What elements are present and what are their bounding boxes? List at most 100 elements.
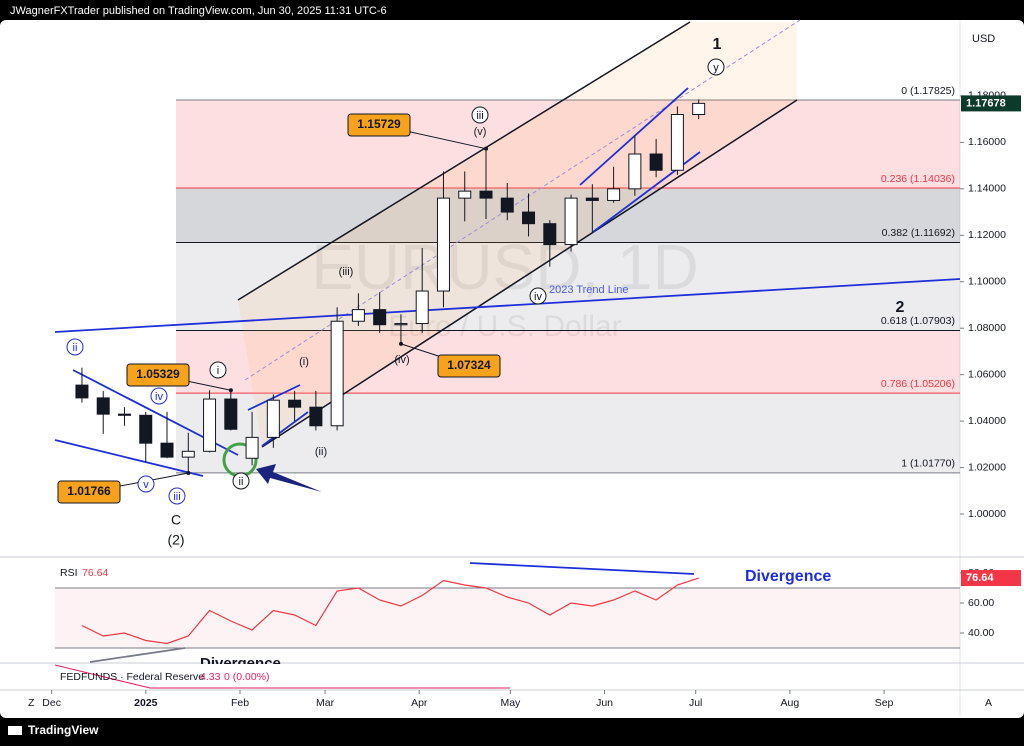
y-tick-label: 1.12000 (968, 229, 1006, 241)
y-tick-label: 1.14000 (968, 183, 1006, 195)
fib-label: 0.786 (1.05206) (881, 378, 955, 390)
pane-cover (0, 664, 959, 689)
candle-body (649, 153, 663, 171)
arrow (256, 464, 322, 492)
candle-body (96, 397, 110, 415)
trend-line (54, 439, 204, 477)
last-price-label: 1.17678 (966, 97, 1006, 109)
candle-body (224, 398, 238, 430)
wave-circle (150, 387, 168, 405)
candle-body (394, 323, 408, 326)
rsi-value: 76.64 (82, 567, 108, 579)
wave-circle (529, 287, 547, 305)
candle-body (351, 309, 365, 322)
x-tick-label: 2025 (134, 697, 158, 709)
fib-band (176, 393, 960, 473)
candle-body (522, 211, 536, 225)
fib-label: 1 (1.01770) (901, 458, 955, 470)
divergence-line (469, 562, 695, 575)
candle-body (373, 309, 387, 326)
candle-body (160, 442, 174, 458)
callout-point (484, 146, 489, 151)
zoom-button[interactable]: Z (28, 697, 35, 709)
wave-label: (iv) (394, 354, 409, 366)
y-tick-label: 1.06000 (968, 368, 1006, 380)
candle-body (288, 399, 302, 408)
candle-body (692, 102, 706, 116)
auto-button[interactable]: A (985, 697, 992, 709)
candle-body (266, 399, 280, 438)
x-tick-label: Dec (42, 697, 61, 709)
x-tick-label: Apr (411, 697, 428, 709)
callout-label: 1.15729 (357, 117, 401, 131)
trend-line (579, 87, 689, 186)
candle-body (585, 197, 599, 201)
candle-body (139, 414, 153, 444)
fedfunds-line (54, 664, 510, 689)
candle-body (117, 413, 131, 416)
candle-body (309, 406, 323, 427)
rsi-tick-label: 60.00 (968, 597, 994, 609)
y-tick-label: 1.02000 (968, 461, 1006, 473)
channel-mid (244, 19, 801, 381)
channel-upper (237, 21, 691, 301)
y-tick-label: 1.10000 (968, 276, 1006, 288)
callout-label: 1.01766 (67, 484, 111, 498)
wave-label: 1 (713, 36, 722, 53)
wave-label: (ii) (315, 446, 327, 458)
x-tick-label: Aug (781, 697, 800, 709)
x-tick-label: Jun (596, 697, 613, 709)
candle-body (245, 436, 259, 459)
rsi-line (81, 577, 699, 645)
candle-body (670, 114, 684, 171)
candle-body (628, 153, 642, 190)
candle-body (181, 450, 195, 458)
fib-label: 0.382 (1.11692) (882, 227, 955, 239)
rsi-value-box (961, 570, 1021, 587)
trend-line (247, 384, 301, 411)
fedfunds-name: FEDFUNDS · Federal Reserve (60, 671, 204, 683)
wave-label: iv (155, 391, 163, 403)
wave-circle (471, 106, 489, 124)
x-tick-label: Jul (689, 697, 702, 709)
wave-label: (i) (299, 356, 309, 368)
y-tick-label: 1.04000 (968, 415, 1006, 427)
wave-circle (137, 475, 155, 493)
annotation: Divergence (745, 568, 831, 585)
callout-label: 1.07324 (447, 358, 491, 372)
callout-box (437, 354, 501, 378)
wave-label: C (171, 512, 181, 528)
brand: TradingView (28, 723, 99, 737)
x-tick-label: May (500, 697, 521, 709)
fedfunds-change: 0 (0.00%) (224, 671, 270, 683)
y-tick-label: 1.08000 (968, 322, 1006, 334)
wave-label: iii (173, 491, 180, 503)
x-tick-label: Mar (316, 697, 335, 709)
candle-body (330, 320, 344, 427)
candle-body (607, 188, 621, 201)
wave-label: v (143, 479, 149, 491)
fib-label: 0.236 (1.14036) (881, 173, 955, 185)
wave-label: (v) (474, 126, 487, 138)
wave-label: (2) (167, 532, 184, 548)
publisher: JWagnerFXTrader published on TradingView… (10, 5, 387, 17)
rsi-band (55, 588, 960, 649)
last-price-box (961, 95, 1021, 112)
callout-box (126, 363, 190, 387)
rsi-value-axis: 76.64 (966, 572, 994, 584)
wave-label: ii (73, 342, 78, 354)
wave-label: 2 (896, 299, 905, 316)
callout-point (399, 341, 404, 346)
y-tick-label: 1.00000 (968, 508, 1006, 520)
candle-body (415, 290, 429, 325)
fib-band (176, 99, 960, 189)
chart-area (0, 20, 1024, 718)
candle-body (75, 384, 89, 399)
rsi-tick-label: 40.00 (968, 627, 994, 639)
wave-circle (232, 472, 250, 490)
wave-label: iii (476, 110, 483, 122)
wave-label: (iii) (339, 266, 354, 278)
callout-label: 1.05329 (136, 367, 180, 381)
watermark-symbol: EURUSD, 1D (311, 231, 699, 303)
callout-box (347, 113, 411, 137)
